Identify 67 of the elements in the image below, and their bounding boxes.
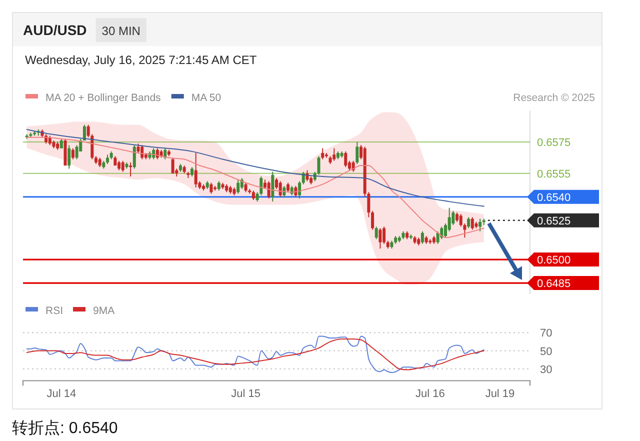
text: Jul 19 <box>485 388 515 400</box>
text: Research © 2025 <box>513 92 596 104</box>
candlestick <box>267 180 270 199</box>
candlestick <box>271 171 274 202</box>
candlestick <box>121 160 124 172</box>
text: Wednesday, July 16, 2025 7:21:45 AM CET <box>25 53 258 67</box>
candlestick <box>140 144 144 160</box>
candlestick <box>278 180 282 198</box>
candlestick <box>129 162 132 177</box>
chart-subtitle: 30 MIN <box>102 24 140 38</box>
chart-title: AUD/USD <box>23 22 87 38</box>
candlestick <box>478 218 482 232</box>
candlestick <box>436 230 440 244</box>
candlestick <box>217 180 220 192</box>
y-tick-label: 0.6525 <box>537 215 571 228</box>
y-tick-label: 0.6485 <box>537 278 571 290</box>
line-series <box>26 136 484 238</box>
line-series <box>26 129 484 207</box>
candlestick <box>190 166 194 177</box>
y-tick-label: 30 <box>540 364 552 376</box>
candlestick <box>98 157 102 168</box>
candlestick <box>298 180 302 199</box>
y-tick-label: 0.6500 <box>537 254 571 267</box>
y-tick-label: 0.6540 <box>537 192 571 204</box>
candlestick <box>302 171 305 185</box>
candlestick <box>132 144 136 170</box>
candlestick <box>171 157 174 174</box>
candlestick <box>317 156 320 176</box>
candlestick <box>68 144 71 170</box>
legend-label: 9MA <box>93 305 115 317</box>
legend-label: MA 20 + Bollinger Bands <box>46 92 161 104</box>
legend-label: RSI <box>46 305 64 317</box>
candlestick <box>136 143 140 154</box>
candlestick <box>456 212 459 222</box>
y-tick-label: 0.6575 <box>537 137 571 150</box>
candlestick <box>106 154 109 164</box>
candlestick <box>374 226 378 240</box>
y-tick-label: 0.6555 <box>537 168 571 180</box>
candlestick <box>382 226 386 244</box>
candlestick <box>82 124 86 141</box>
candlestick <box>356 142 359 164</box>
x-tick-label: Jul 14 <box>46 388 76 400</box>
candlestick <box>332 148 336 162</box>
candlestick <box>467 216 470 229</box>
candlestick <box>236 179 240 194</box>
x-tick-label: Jul 15 <box>231 388 260 400</box>
candlestick <box>286 182 290 193</box>
candlestick <box>244 182 248 193</box>
candlestick <box>344 150 348 168</box>
y-tick-label: 50 <box>540 346 552 358</box>
candlestick <box>71 148 74 160</box>
candlestick <box>378 228 382 250</box>
candlestick <box>194 152 198 188</box>
x-tick-label: Jul 16 <box>415 388 445 400</box>
candlestick <box>371 210 374 230</box>
candlestick <box>118 160 121 171</box>
candlestick <box>448 207 451 232</box>
candlestick <box>252 190 255 200</box>
candlestick <box>210 182 213 194</box>
candlestick <box>420 230 424 244</box>
legend-label: MA 50 <box>191 92 222 104</box>
y-tick-label: 70 <box>540 328 552 340</box>
candlestick <box>60 138 63 149</box>
candlestick <box>321 148 324 160</box>
candlestick <box>75 144 78 160</box>
candlestick <box>470 216 474 230</box>
text: 转折点: 0.6540 <box>12 419 118 437</box>
